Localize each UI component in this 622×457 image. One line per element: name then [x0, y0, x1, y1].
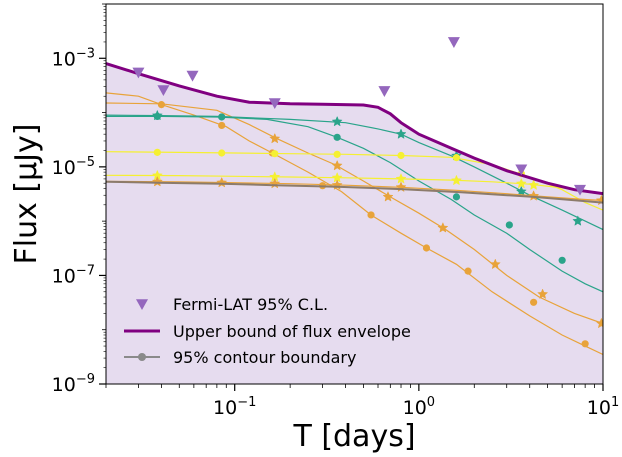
- model-curve-3: [106, 115, 603, 293]
- fermi-upper-limit-3: [186, 70, 199, 82]
- model-curve-2-star-marker-5: [489, 258, 501, 270]
- fermi-upper-limit-5: [378, 86, 391, 97]
- model-curve-3-circle-marker-6: [558, 256, 566, 264]
- model-curve-1: [106, 92, 603, 356]
- model-curve-6-star-marker-5: [450, 174, 463, 186]
- fermi-upper-limit-8: [573, 184, 586, 196]
- model-curve-5-circle-marker-4: [333, 150, 341, 158]
- model-curve-4-star-marker-6: [572, 215, 584, 226]
- model-curve-4-star-marker-3: [395, 128, 407, 139]
- model-curve-6-star-marker-7: [528, 179, 540, 190]
- model-curve-1-circle-marker-1: [157, 101, 166, 109]
- model-curve-2-star-marker-1: [269, 132, 281, 144]
- model-curve-3-circle-marker-4: [452, 193, 461, 201]
- model-curve-1-circle-marker-7: [464, 267, 472, 275]
- model-curve-4-star-marker-1: [151, 109, 163, 121]
- model-curve-1-circle-marker-6: [422, 244, 431, 252]
- upper-bound-line: [106, 62, 603, 196]
- legend-label-2: Upper bound of flux envelope: [173, 322, 411, 341]
- model-curve-1-circle-marker-8: [530, 298, 538, 306]
- model-curve-3-circle-marker-5: [505, 221, 513, 229]
- x-tick-label-2: 100: [403, 395, 435, 419]
- fermi-upper-limit-1: [132, 67, 145, 79]
- legend-contour-marker: [138, 353, 146, 361]
- plot-frame: [105, 3, 604, 385]
- model-curve-2-star-marker-3: [382, 191, 394, 202]
- model-curve-1-circle-marker-2: [218, 121, 226, 130]
- legend-label-1: Fermi-LAT 95% C.L.: [173, 295, 328, 314]
- model-curve-4-star-marker-2: [331, 115, 343, 127]
- model-curve-5-circle-marker-5: [397, 151, 405, 160]
- fermi-upper-limit-6: [447, 37, 460, 48]
- y-tick-label-3: 10−5: [52, 155, 95, 179]
- model-curve-2-star-marker-4: [437, 222, 449, 233]
- model-curve-5: [106, 151, 603, 211]
- model-curve-2-star-marker-6: [537, 288, 549, 300]
- plot-area: [106, 37, 603, 384]
- model-curve-5-circle-marker-6: [452, 154, 461, 162]
- model-curve-5-circle-marker-2: [218, 149, 226, 157]
- x-tick-label-1: 10−1: [213, 395, 256, 419]
- model-curve-4: [106, 114, 603, 231]
- model-curve-2-star-marker-2: [331, 159, 343, 171]
- y-tick-label-4: 10−3: [52, 46, 95, 70]
- legend-fermi-marker: [136, 299, 148, 310]
- contour-boundary-line: [106, 180, 603, 204]
- flux-envelope-fill: [106, 63, 603, 384]
- model-curve-7-star-marker-6: [528, 190, 540, 201]
- legend-label-3: 95% contour boundary: [173, 348, 356, 367]
- model-curve-1-circle-marker-5: [367, 211, 375, 219]
- model-curve-2-star-marker-7: [595, 317, 603, 329]
- y-tick-label-1: 10−9: [52, 372, 95, 396]
- axis-ticks: 10−1 100 101 10−9 10−7 10−5 10−3: [52, 3, 619, 419]
- y-axis-label: Flux [μJy]: [9, 124, 44, 265]
- model-curve-6-star-marker-4: [395, 173, 407, 184]
- legend: Fermi-LAT 95% C.L. Upper bound of flux en…: [124, 295, 411, 367]
- fermi-upper-limit-2: [157, 85, 170, 97]
- x-axis-label: T [days]: [292, 419, 415, 454]
- model-curve-5-circle-marker-1: [153, 148, 161, 156]
- model-curve-5-circle-marker-3: [271, 150, 279, 158]
- fermi-upper-limit-4: [268, 98, 281, 110]
- y-tick-label-2: 10−7: [52, 263, 95, 287]
- fermi-upper-limit-7: [515, 164, 528, 176]
- model-curve-1-circle-marker-9: [581, 340, 589, 348]
- model-curve-6-star-marker-6: [515, 177, 527, 189]
- x-tick-label-3: 101: [587, 395, 619, 419]
- model-curve-3-circle-marker-3: [333, 133, 341, 141]
- model-curve-4-star-marker-5: [515, 185, 527, 197]
